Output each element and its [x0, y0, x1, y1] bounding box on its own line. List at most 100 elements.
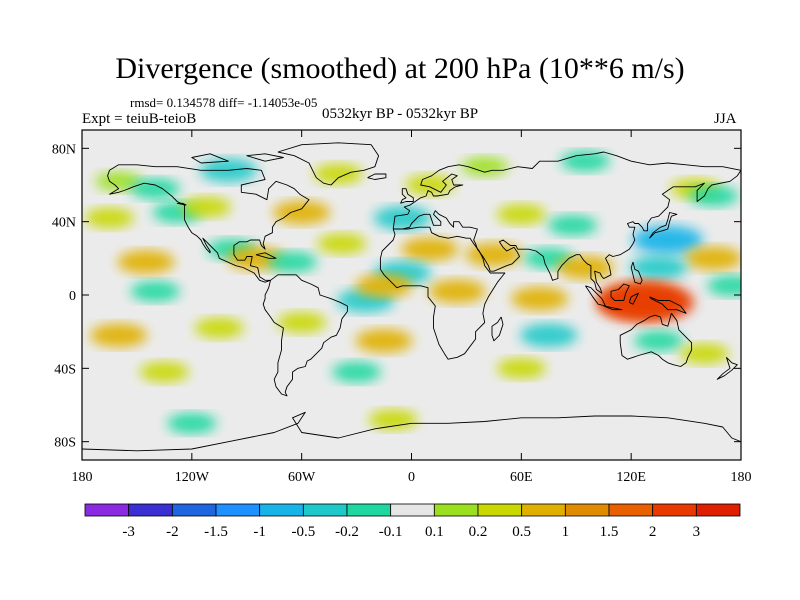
- anomaly-region: [428, 279, 486, 304]
- anomaly-region: [139, 361, 190, 383]
- rmsd-diff-stats: rmsd= 0.134578 diff= -1.14053e-05: [130, 95, 318, 110]
- y-tick-label: 80N: [52, 142, 76, 157]
- anomaly-region: [520, 323, 578, 348]
- colorbar-label: 2: [649, 524, 657, 540]
- coastline: [649, 296, 687, 314]
- anomaly-region: [84, 207, 135, 229]
- anomaly-region: [465, 242, 523, 267]
- anomaly-region: [267, 251, 318, 273]
- anomaly-region: [556, 255, 615, 280]
- colorbar-label: -0.1: [379, 524, 403, 540]
- coastline: [628, 292, 639, 305]
- colorbar-label: -0.5: [291, 524, 315, 540]
- colorbar-swatch: [652, 503, 697, 517]
- x-tick-label: 180: [731, 470, 752, 485]
- colorbar-label: -1: [253, 524, 266, 540]
- coastline: [262, 274, 348, 397]
- colorbar-swatch: [433, 503, 479, 517]
- anomaly-region: [194, 317, 244, 339]
- coastline: [82, 411, 741, 452]
- coastline: [379, 226, 506, 360]
- colorbar-swatch: [259, 503, 304, 517]
- x-tick-label: 120E: [616, 470, 646, 485]
- colorbar-label: 3: [693, 524, 701, 540]
- anomaly-region: [461, 157, 509, 177]
- longitude-axis: 180 120W 60W 0 60E 120E 180: [72, 130, 752, 485]
- latitude-axis: 80N 40N 0 40S 80S: [52, 142, 741, 451]
- coastline: [277, 142, 380, 186]
- coastline: [246, 153, 284, 162]
- colorbar-swatch: [302, 503, 348, 517]
- y-tick-label: 80S: [54, 436, 76, 451]
- y-tick-label: 0: [69, 289, 76, 304]
- colorbar: -3 -2 -1.5 -1 -0.5 -0.2 -0.1 0.1 0.2 0.5 1 1.5 2 3: [84, 503, 741, 540]
- coastline: [491, 316, 504, 342]
- colorbar-swatch: [521, 503, 566, 517]
- colorbar-swatch: [128, 503, 173, 517]
- coastline: [107, 164, 310, 283]
- colorbar-label: -2: [166, 524, 179, 540]
- colorbar-swatch: [171, 503, 217, 517]
- coastline: [191, 153, 229, 164]
- anomaly-region: [688, 185, 739, 207]
- colorbar-label: -0.2: [335, 524, 359, 540]
- colorbar-swatch: [608, 503, 654, 517]
- coastline: [630, 261, 643, 285]
- colorbar-swatch: [390, 503, 435, 517]
- anomaly-region: [632, 225, 703, 255]
- coastline: [603, 305, 623, 311]
- time-period-label: 0532kyr BP - 0532kyr BP: [322, 106, 479, 122]
- anomaly-field: [84, 151, 741, 434]
- x-tick-label: 0: [408, 470, 415, 485]
- anomaly-region: [130, 178, 180, 199]
- anomaly-region: [273, 200, 331, 225]
- coastlines: [82, 142, 741, 452]
- x-tick-label: 120W: [175, 470, 210, 485]
- colorbar-swatch: [564, 503, 610, 517]
- coastline: [367, 173, 387, 180]
- coastline: [610, 283, 630, 301]
- anomaly-region: [355, 329, 413, 353]
- anomaly-region: [277, 312, 327, 333]
- coastline: [619, 313, 693, 367]
- anomaly-region: [684, 246, 741, 271]
- figure-title: Divergence (smoothed) at 200 hPa (10**6 …: [115, 52, 685, 85]
- anomaly-region: [181, 196, 232, 218]
- anomaly-region: [597, 282, 695, 323]
- x-tick-label: 60W: [288, 470, 316, 485]
- anomaly-region: [633, 330, 684, 351]
- colorbar-swatch: [215, 503, 261, 517]
- anomaly-region: [560, 151, 611, 172]
- colorbar-swatch: [346, 503, 392, 517]
- anomaly-region: [313, 163, 363, 185]
- coastline: [392, 151, 741, 294]
- colorbar-label: 1: [562, 524, 570, 540]
- colorbar-label: -1.5: [204, 524, 228, 540]
- coastline: [716, 356, 738, 380]
- x-tick-label: 180: [72, 470, 93, 485]
- y-tick-label: 40S: [54, 362, 76, 377]
- coastline: [400, 188, 414, 204]
- season-label: JJA: [714, 111, 737, 127]
- coastline: [255, 252, 277, 259]
- colorbar-swatch: [477, 503, 523, 517]
- colorbar-swatch: [695, 503, 741, 517]
- anomaly-region: [679, 343, 730, 364]
- colorbar-label: 0.1: [425, 524, 444, 540]
- anomaly-region: [117, 250, 175, 274]
- colorbar-label: -3: [122, 524, 135, 540]
- experiment-label: Expt = teiuB-teioB: [82, 111, 197, 127]
- anomaly-region: [547, 215, 598, 236]
- anomaly-region: [368, 409, 418, 430]
- colorbar-label: 1.5: [600, 524, 619, 540]
- anomaly-region: [630, 255, 688, 280]
- anomaly-region: [496, 204, 546, 225]
- anomaly-region: [401, 237, 459, 261]
- colorbar-swatch: [84, 503, 130, 517]
- anomaly-region: [130, 281, 180, 302]
- anomaly-region: [331, 361, 382, 383]
- anomaly-region: [707, 275, 741, 296]
- anomaly-region: [496, 358, 546, 379]
- coastline: [649, 212, 678, 239]
